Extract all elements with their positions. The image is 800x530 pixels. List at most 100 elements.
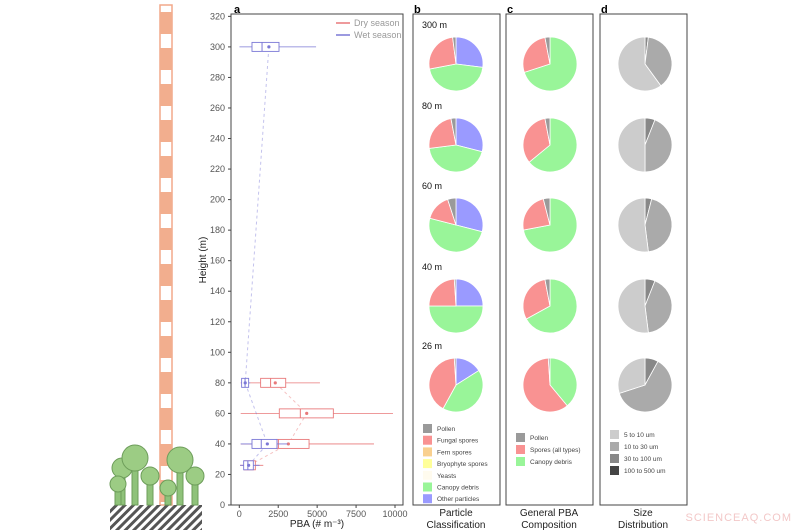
- legend-swatch: [423, 470, 432, 480]
- x-tick-label: 2500: [268, 509, 288, 519]
- legend-swatch: [423, 459, 432, 469]
- pie-slice: [442, 369, 484, 413]
- tower-stripe: [160, 372, 172, 394]
- legend-label: 10 to 30 um: [624, 444, 658, 451]
- legend-swatch: [423, 494, 432, 504]
- y-tick-label: 200: [210, 195, 225, 205]
- y-tick-label: 40: [215, 439, 225, 449]
- pie-slice: [542, 197, 551, 226]
- box: [251, 41, 280, 52]
- pie-slice: [450, 117, 457, 146]
- legend-label: Canopy debris: [437, 485, 480, 492]
- pie-slice: [544, 36, 551, 65]
- tree-crown: [185, 466, 205, 486]
- mean-marker: [305, 411, 309, 415]
- legend-swatch: [423, 482, 432, 492]
- pie-slice: [544, 117, 551, 146]
- pie-slice: [617, 36, 662, 92]
- pie-slice: [428, 357, 457, 410]
- panel-title: Distribution: [618, 520, 668, 530]
- legend-swatch: [610, 466, 619, 475]
- legend-swatch: [516, 445, 525, 454]
- mean-marker: [265, 442, 269, 446]
- legend-swatch: [610, 454, 619, 463]
- pie-slice: [528, 117, 578, 173]
- y-tick-label: 0: [220, 500, 225, 510]
- pie-slice: [549, 357, 578, 407]
- panel-title: Classification: [427, 520, 486, 530]
- panel-label-c: c: [507, 4, 513, 16]
- mean-marker: [247, 463, 251, 467]
- tower-stripe: [160, 408, 172, 430]
- plot-frame-a: [230, 13, 404, 506]
- tree-crown: [166, 446, 194, 474]
- legend-label: Other particles: [437, 496, 480, 503]
- pie-slice: [618, 360, 673, 413]
- pie-slice: [428, 278, 457, 307]
- x-tick-label: 0: [237, 509, 242, 519]
- pie-slice: [522, 118, 551, 163]
- panel-title: Particle: [439, 508, 473, 519]
- pie-slice: [644, 280, 673, 334]
- pie-slice: [452, 36, 457, 65]
- box: [260, 377, 287, 388]
- legend-label: 30 to 100 um: [624, 456, 662, 463]
- tower-stripe: [160, 156, 172, 178]
- mean-marker: [267, 45, 271, 49]
- tower-stripe: [160, 48, 172, 70]
- legend-swatch: [610, 430, 619, 439]
- legend-label: Fungal spores: [437, 438, 479, 445]
- legend-swatch: [516, 457, 525, 466]
- x-tick-label: 10000: [382, 509, 407, 519]
- tree-crown: [109, 475, 127, 493]
- y-tick-label: 100: [210, 347, 225, 357]
- tower-stripe: [160, 12, 172, 34]
- tree-crown: [159, 479, 177, 497]
- pie-slice: [523, 36, 578, 92]
- mean-marker: [286, 442, 290, 446]
- panel-frame-c: [505, 13, 594, 506]
- legend-swatch: [423, 435, 432, 445]
- y-tick-label: 120: [210, 317, 225, 327]
- y-tick-label: 320: [210, 11, 225, 21]
- mean-trend-line: [249, 382, 308, 466]
- legend-swatch: [423, 424, 432, 433]
- watermark: SCIENCEAQ.COM: [685, 512, 792, 524]
- pie-slice: [428, 118, 457, 149]
- tower-stripe: [160, 336, 172, 358]
- legend-label: 5 to 10 um: [624, 432, 655, 439]
- y-tick-label: 80: [215, 378, 225, 388]
- pie-slice: [429, 63, 484, 92]
- pie-slice: [547, 357, 551, 386]
- legend-label: 100 to 500 um: [624, 468, 666, 475]
- pie-slice: [644, 119, 673, 173]
- pie-slice: [617, 117, 646, 173]
- tower-stripe: [160, 192, 172, 214]
- pie-slice: [522, 198, 551, 231]
- mean-trend-line: [244, 46, 270, 466]
- pie-slice: [428, 217, 483, 253]
- y-tick-label: 60: [215, 408, 225, 418]
- panel-label-b: b: [414, 4, 421, 16]
- legend-label: Bryophyte spores: [437, 461, 488, 468]
- panel-title: Size: [633, 508, 653, 519]
- pie-slice: [428, 305, 484, 334]
- legend-label: Pollen: [530, 435, 548, 442]
- pie-slice: [644, 198, 673, 253]
- pie-slice: [455, 117, 484, 153]
- y-tick-label: 220: [210, 164, 225, 174]
- mean-marker: [243, 381, 247, 385]
- pie-slice: [617, 357, 646, 394]
- pie-slice: [453, 357, 457, 386]
- pie-slice: [522, 279, 551, 320]
- legend-label: Dry season: [354, 18, 400, 28]
- y-axis-label: Height (m): [198, 237, 209, 284]
- mean-marker: [273, 381, 277, 385]
- legend-swatch: [610, 442, 619, 451]
- x-axis-label: PBA (# m⁻³): [290, 519, 344, 530]
- pie-slice: [544, 278, 551, 307]
- y-tick-label: 180: [210, 225, 225, 235]
- legend-swatch: [423, 447, 432, 457]
